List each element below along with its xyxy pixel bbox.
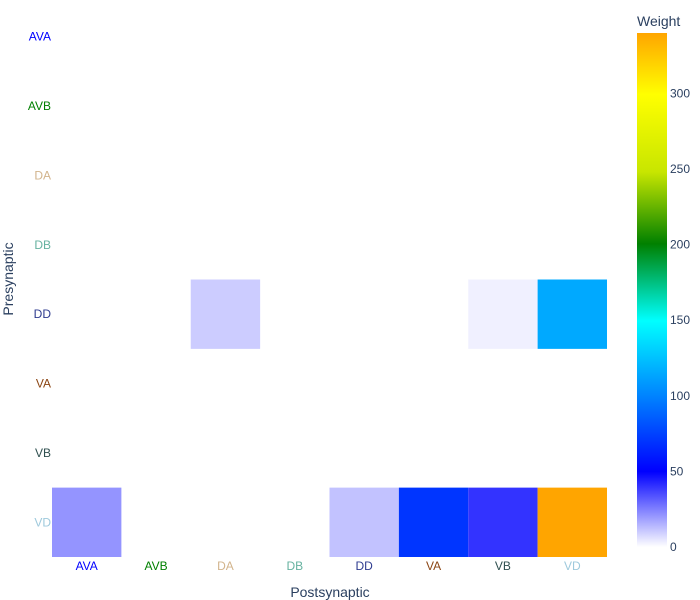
y-tick-label: VB: [35, 446, 51, 460]
colorbar-tick-label: 0: [670, 540, 677, 554]
colorbar-tick-label: 100: [670, 389, 690, 403]
x-tick-label: DB: [286, 559, 303, 573]
x-tick-label: VA: [426, 559, 441, 573]
x-tick-label: VB: [495, 559, 511, 573]
heatmap-cell: [537, 279, 607, 349]
colorbar-tick-label: 200: [670, 238, 690, 252]
x-axis-title: Postsynaptic: [290, 584, 369, 600]
y-tick-label: DD: [34, 307, 52, 321]
heatmap-cell: [190, 279, 261, 349]
colorbar-tick-label: 250: [670, 162, 690, 176]
heatmap-cells: [52, 279, 607, 557]
colorbar-tick-label: 300: [670, 86, 690, 100]
colorbar-tick-labels: 0 50 100 150 200 250 300: [670, 86, 690, 554]
heatmap-cell: [329, 487, 399, 557]
colorbar-tick-label: 150: [670, 313, 690, 327]
x-tick-label: DA: [217, 559, 234, 573]
heatmap-cell: [468, 279, 538, 349]
heatmap-cell: [537, 487, 607, 557]
y-axis-title: Presynaptic: [0, 242, 16, 315]
heatmap-cell: [468, 487, 538, 557]
y-tick-labels: AVA AVB DA DB DD VA VB VD: [28, 30, 51, 530]
y-tick-label: VD: [34, 515, 51, 529]
colorbar-tick-label: 50: [670, 464, 684, 478]
x-tick-label: DD: [356, 559, 374, 573]
y-tick-label: VA: [36, 377, 51, 391]
heatmap-cell: [398, 487, 469, 557]
y-tick-label: DA: [34, 168, 51, 182]
y-tick-label: AVA: [29, 30, 51, 44]
colorbar-title: Weight: [637, 13, 680, 29]
x-tick-label: VD: [564, 559, 581, 573]
colorbar-gradient: [637, 33, 667, 547]
y-tick-label: AVB: [28, 99, 51, 113]
x-tick-label: AVB: [145, 559, 168, 573]
y-tick-label: DB: [34, 238, 51, 252]
x-tick-labels: AVA AVB DA DB DD VA VB VD: [76, 559, 581, 573]
colorbar: Weight 0 50 100 150 200 250 300: [637, 13, 690, 554]
heatmap-cell: [52, 487, 122, 557]
x-tick-label: AVA: [76, 559, 98, 573]
